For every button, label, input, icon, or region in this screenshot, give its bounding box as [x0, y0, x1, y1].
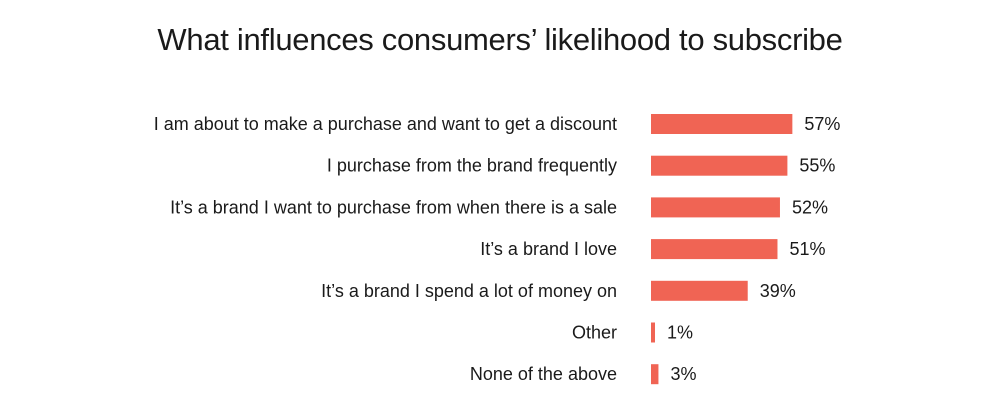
value-label: 1% [667, 323, 693, 343]
category-label: I am about to make a purchase and want t… [154, 114, 617, 134]
category-label: Other [572, 323, 617, 343]
value-label: 57% [804, 114, 840, 134]
chart-title: What influences consumers’ likelihood to… [157, 22, 843, 57]
value-label: 3% [670, 364, 696, 384]
value-labels: 57% 55% 52% 51% 39% 1% 3% [667, 114, 840, 384]
category-labels: I am about to make a purchase and want t… [154, 114, 617, 384]
category-label: I purchase from the brand frequently [327, 156, 617, 176]
bar [651, 280, 748, 301]
category-label: It’s a brand I love [480, 239, 617, 259]
value-label: 51% [789, 239, 825, 259]
category-label: None of the above [470, 364, 617, 384]
category-label: It’s a brand I want to purchase from whe… [170, 197, 617, 217]
category-label: It’s a brand I spend a lot of money on [321, 281, 617, 301]
bar [651, 322, 655, 343]
value-label: 52% [792, 197, 828, 217]
value-label: 39% [760, 281, 796, 301]
bar [651, 364, 659, 385]
bars [651, 114, 793, 385]
value-label: 55% [799, 156, 835, 176]
bar [651, 239, 778, 260]
bar [651, 197, 780, 218]
bar [651, 114, 793, 134]
bar [651, 155, 788, 176]
